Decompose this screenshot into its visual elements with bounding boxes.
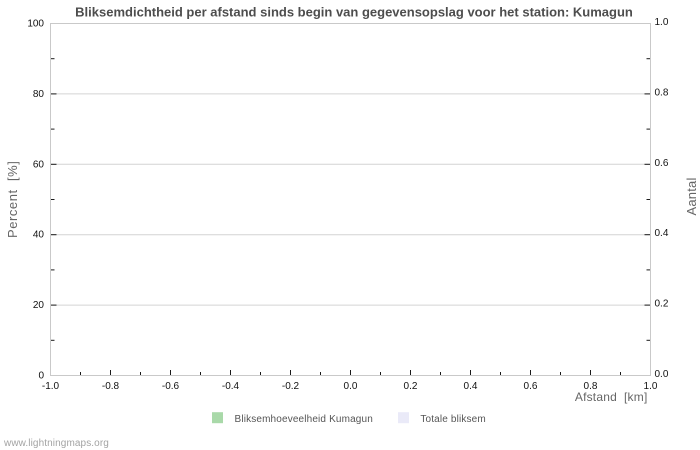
svg-text:0: 0 (38, 371, 44, 382)
svg-text:0.2: 0.2 (404, 381, 418, 392)
svg-text:0.8: 0.8 (584, 381, 598, 392)
svg-text:20: 20 (33, 300, 45, 311)
svg-text:0.0: 0.0 (655, 369, 669, 380)
svg-text:1.0: 1.0 (655, 17, 669, 28)
svg-text:60: 60 (33, 159, 45, 170)
svg-text:Totale bliksem: Totale bliksem (420, 414, 485, 425)
svg-text:0.2: 0.2 (655, 299, 669, 310)
svg-text:100: 100 (27, 19, 44, 30)
svg-text:Afstand [km]: Afstand [km] (575, 390, 648, 404)
svg-text:Bliksemhoeveelheid Kumagun: Bliksemhoeveelheid Kumagun (235, 414, 373, 425)
svg-text:40: 40 (33, 230, 45, 241)
svg-text:-0.2: -0.2 (282, 381, 300, 392)
svg-text:Aantal: Aantal (684, 177, 699, 215)
svg-text:0.6: 0.6 (524, 381, 538, 392)
svg-text:80: 80 (33, 89, 45, 100)
svg-text:0.6: 0.6 (655, 158, 669, 169)
svg-text:0.4: 0.4 (464, 381, 478, 392)
svg-text:Bliksemdichtheid per afstand s: Bliksemdichtheid per afstand sinds begin… (75, 5, 633, 20)
svg-text:0.8: 0.8 (655, 87, 669, 98)
svg-text:-0.6: -0.6 (162, 381, 180, 392)
svg-text:www.lightningmaps.org: www.lightningmaps.org (3, 438, 109, 449)
svg-text:0.4: 0.4 (655, 228, 669, 239)
svg-text:1.0: 1.0 (644, 381, 658, 392)
svg-text:-1.0: -1.0 (42, 381, 60, 392)
svg-text:-0.8: -0.8 (102, 381, 120, 392)
svg-text:-0.4: -0.4 (222, 381, 240, 392)
svg-text:Percent [%]: Percent [%] (5, 161, 20, 238)
svg-text:0.0: 0.0 (344, 381, 358, 392)
